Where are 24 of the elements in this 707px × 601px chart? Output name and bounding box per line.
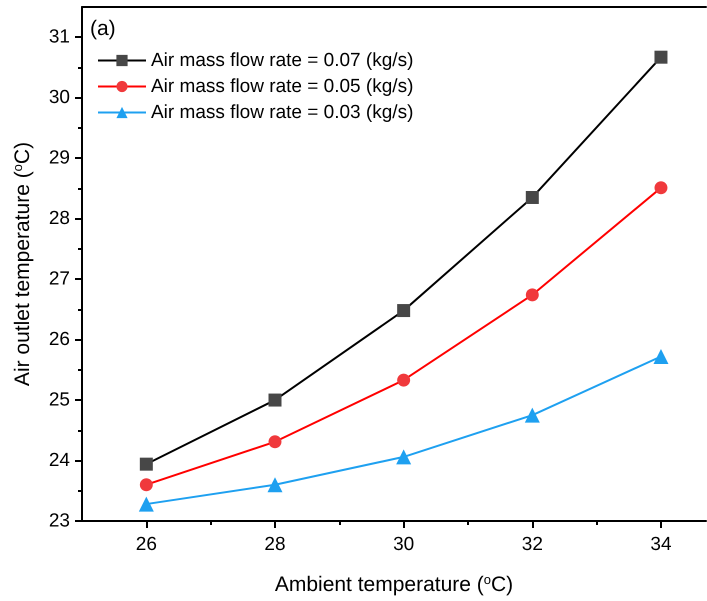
annotation: (a) [90, 17, 116, 40]
y-tick-label: 26 [48, 329, 70, 350]
y-tick-label: 31 [48, 26, 70, 48]
point [396, 449, 412, 464]
y-tick-label: 25 [48, 390, 70, 411]
y-tick-label: 29 [48, 148, 70, 169]
point [524, 408, 540, 423]
point [138, 496, 154, 512]
y-tick-label: 30 [48, 87, 70, 108]
y-tick-label: 24 [48, 450, 70, 472]
x-tick-label: 34 [650, 534, 672, 555]
y-axis-title: Air outlet temperature (oC) [10, 142, 34, 386]
y-tick-label: 27 [48, 268, 70, 290]
y-tick-label: 28 [48, 208, 70, 230]
legend-label: Air mass flow rate = 0.05 (kg/s) [151, 76, 414, 97]
legend-label: Air mass flow rate = 0.03 (kg/s) [151, 102, 414, 123]
x-tick-label: 26 [136, 534, 157, 555]
x-tick-label: 30 [393, 534, 414, 555]
x-tick-label: 28 [264, 534, 286, 555]
legend-label: Air mass flow rate = 0.07 (kg/s) [151, 50, 414, 71]
point [267, 477, 282, 492]
y-tick-label: 23 [48, 510, 70, 532]
x-tick-label: 32 [522, 534, 543, 555]
point [653, 349, 668, 364]
